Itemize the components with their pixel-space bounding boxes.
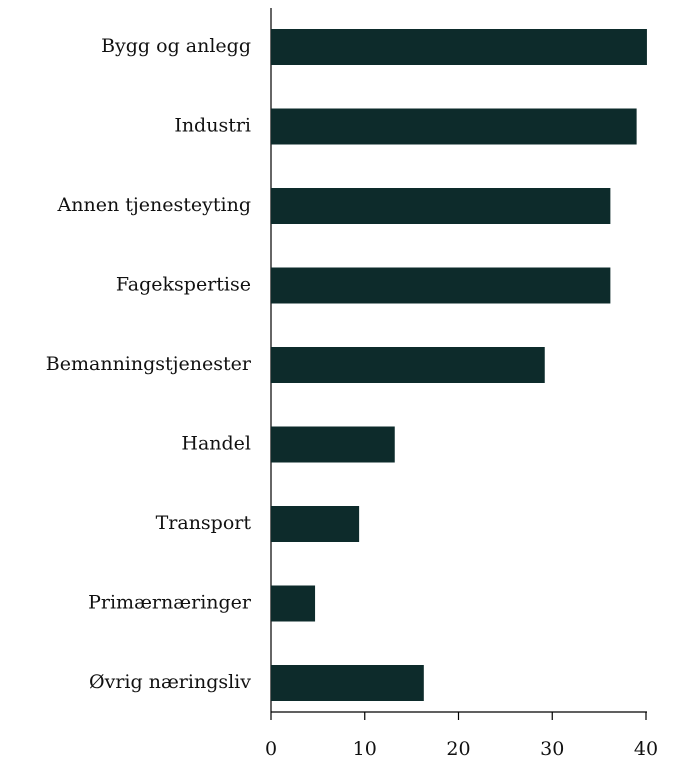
y-tick-label: Annen tjenesteyting: [57, 194, 251, 216]
bar: [271, 347, 545, 383]
y-tick-label: Industri: [174, 115, 251, 137]
bar: [271, 665, 424, 701]
x-tick-label: 10: [353, 738, 377, 760]
y-tick-label: Bemanningstjenester: [46, 353, 252, 375]
y-tick-label: Øvrig næringsliv: [89, 671, 251, 693]
bar: [271, 108, 637, 145]
y-tick-label: Fagekspertise: [116, 274, 251, 296]
bar: [271, 426, 395, 463]
y-tick-label: Primærnæringer: [88, 592, 252, 614]
bar: [271, 585, 316, 622]
x-tick-label: 30: [540, 738, 564, 760]
y-tick-label: Bygg og anlegg: [101, 35, 251, 57]
x-tick-label: 40: [634, 738, 658, 760]
y-tick-label: Transport: [156, 512, 252, 534]
y-tick-label: Handel: [181, 433, 251, 455]
bar: [271, 188, 611, 224]
x-tick-label: 20: [446, 738, 470, 760]
bar: [271, 267, 611, 304]
x-tick-label: 0: [265, 738, 277, 760]
bar: [271, 29, 647, 65]
bar: [271, 506, 360, 542]
